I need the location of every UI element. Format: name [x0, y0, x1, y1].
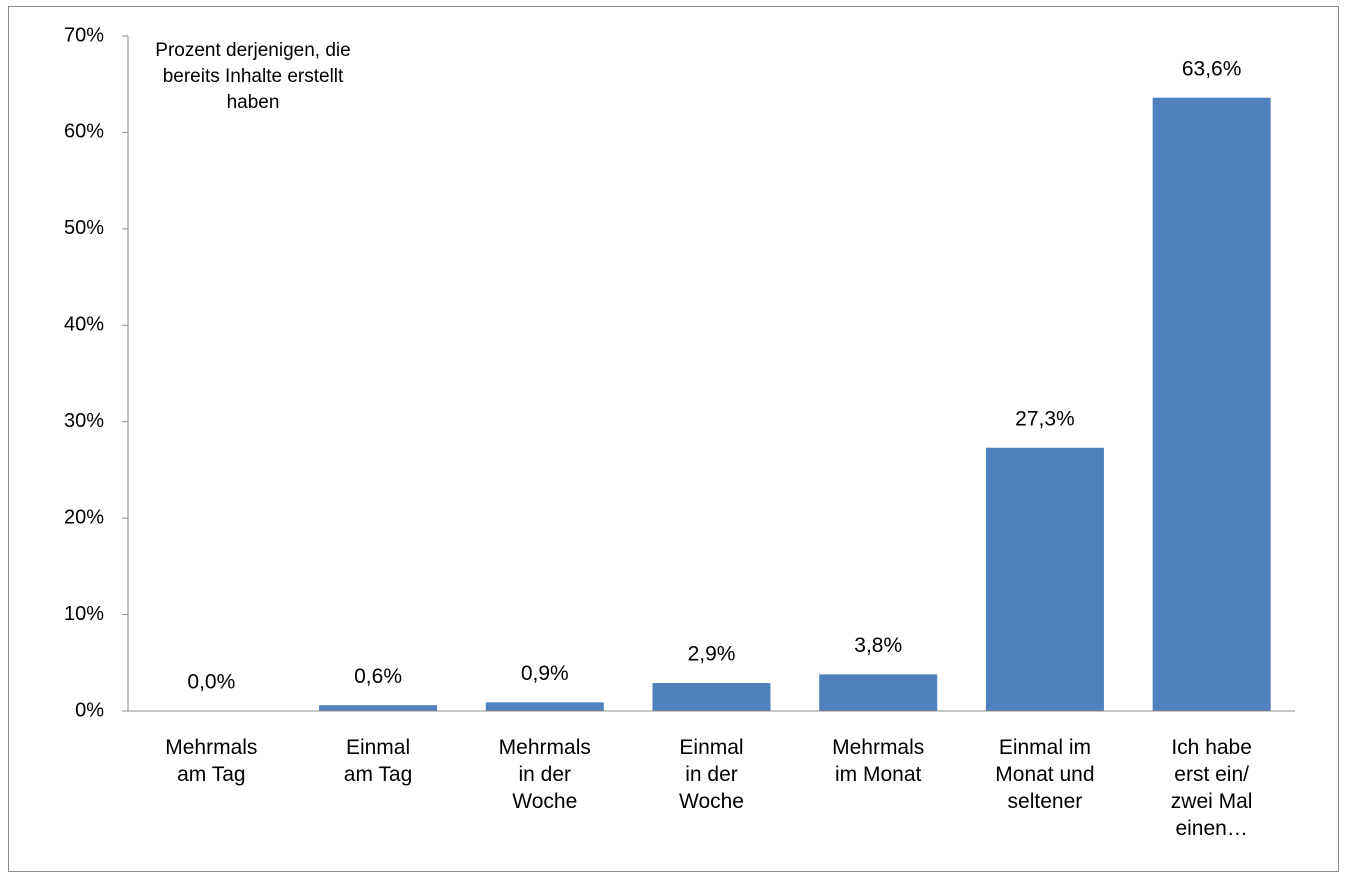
value-label: 0,6%: [354, 665, 402, 688]
x-tick-label: Mehrmals in der Woche: [498, 736, 591, 813]
value-label: 63,6%: [1182, 57, 1242, 80]
value-label: 0,0%: [187, 671, 235, 694]
annotation: Prozent derjenigen, die bereits Inhalte …: [155, 40, 351, 113]
y-tick-label: 60%: [64, 121, 104, 143]
value-label: 0,9%: [521, 662, 569, 685]
bar: [1152, 97, 1271, 711]
y-tick-label: 10%: [64, 603, 104, 625]
bar: [985, 447, 1104, 711]
value-label: 2,9%: [688, 643, 736, 666]
y-tick-label: 40%: [64, 314, 104, 336]
bar: [819, 674, 938, 711]
bar: [485, 702, 604, 711]
chart-frame: [8, 6, 1339, 872]
value-label: 3,8%: [854, 634, 902, 657]
y-tick-label: 0%: [75, 699, 104, 721]
x-tick-label: Einmal in der Woche: [679, 736, 744, 813]
y-tick-label: 30%: [64, 410, 104, 432]
x-tick-label: Einmal am Tag: [343, 736, 413, 786]
x-tick-label: Ich habe erst ein/ zwei Mal einen…: [1170, 736, 1253, 840]
bar: [652, 683, 771, 711]
bar: [319, 705, 438, 711]
y-tick-label: 70%: [64, 24, 104, 46]
x-tick-label: Mehrmals im Monat: [832, 736, 925, 786]
y-tick-label: 50%: [64, 217, 104, 239]
y-tick-label: 20%: [64, 506, 104, 528]
x-tick-label: Mehrmals am Tag: [165, 736, 258, 786]
value-label: 27,3%: [1015, 407, 1075, 430]
x-tick-label: Einmal im Monat und seltener: [995, 736, 1095, 813]
